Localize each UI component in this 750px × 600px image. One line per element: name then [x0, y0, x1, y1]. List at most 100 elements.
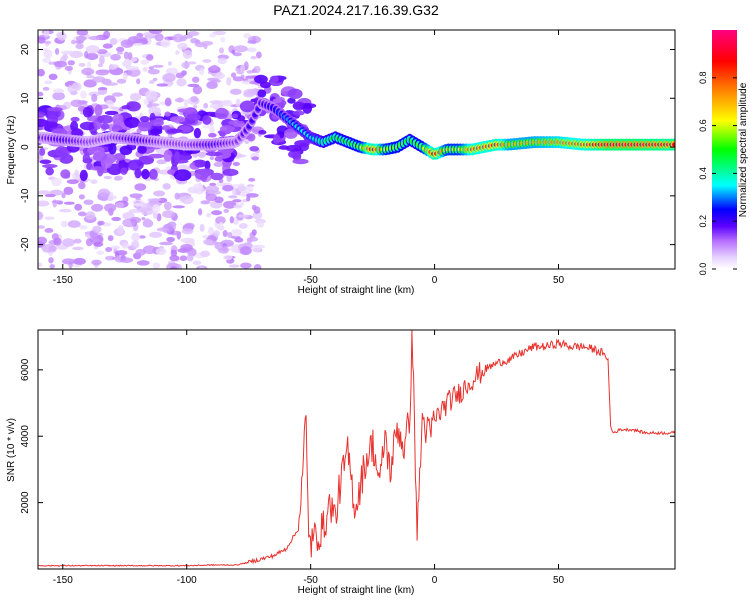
spectrogram-x-axis-label: Height of straight line (km) — [298, 285, 415, 296]
spectrogram-cell — [214, 107, 229, 120]
spectrogram-cell — [42, 57, 52, 63]
spectrogram-cell — [43, 40, 52, 45]
spectrogram-cell — [38, 190, 51, 195]
spectrogram-cell — [142, 245, 157, 255]
spectrogram-cell — [122, 59, 132, 68]
figure-title: PAZ1.2024.217.16.39.G32 — [273, 2, 439, 18]
spectrogram-cell — [97, 63, 103, 68]
spectrogram-cell — [161, 125, 171, 131]
spectrogram-cell — [187, 61, 197, 65]
spectrogram-cell — [232, 161, 240, 167]
y-tick-label: -10 — [20, 188, 31, 203]
spectrogram-cell — [219, 125, 235, 133]
spectrogram-cell — [247, 133, 256, 142]
x-tick-label: -50 — [303, 575, 318, 586]
spectrogram-cell — [198, 266, 205, 269]
spectrogram-cell — [139, 115, 150, 123]
spectrogram-cell — [248, 185, 254, 193]
spectrogram-cell — [175, 50, 180, 55]
spectrogram-cell — [239, 246, 252, 256]
spectrogram-cell — [67, 220, 81, 228]
spectrogram-cell — [269, 75, 279, 83]
spectrogram-cell — [169, 254, 180, 262]
colorbar-tick-label: 0.4 — [698, 167, 708, 180]
spectrogram-cell — [120, 167, 128, 175]
spectrogram-cell — [63, 186, 74, 196]
spectrogram-cell — [90, 166, 106, 171]
spectrogram-cell — [191, 76, 200, 83]
spectrogram-cell — [181, 61, 191, 69]
spectrogram-cell — [137, 145, 147, 154]
colorbar-ticks: 0.0 0.2 0.4 0.6 0.8 — [698, 72, 737, 276]
spectrogram-cell — [209, 126, 215, 135]
spectrogram-cell — [256, 51, 262, 59]
spectrogram-cell — [123, 51, 129, 60]
spectrogram-cell — [110, 106, 120, 110]
snr-y-axis-label: SNR (10 * v/v) — [6, 418, 17, 482]
spectrogram-cell — [138, 37, 148, 42]
spectrogram-cell — [126, 101, 141, 112]
spectrogram-cell — [116, 225, 124, 234]
spectrogram-cell — [147, 68, 160, 75]
spectrogram-cell — [97, 87, 108, 91]
spectrogram-y-axis-label: Frequency (Hz) — [6, 116, 17, 185]
spectrogram-cell — [228, 264, 240, 268]
spectrogram-cell — [254, 74, 268, 84]
spectrogram-cell — [233, 204, 243, 209]
spectrogram-cell — [54, 47, 60, 55]
spectrogram-cell — [246, 70, 254, 74]
spectrogram-cell — [130, 208, 139, 213]
spectrogram-cell — [60, 169, 71, 179]
spectrogram-cell — [209, 103, 219, 109]
spectrogram-cell — [170, 116, 186, 123]
spectrogram-cell — [206, 81, 218, 90]
spectrogram-cell — [186, 253, 194, 262]
colorbar-tick-label: 0.0 — [698, 263, 708, 276]
spectrogram-cell — [61, 50, 75, 55]
spectrogram-cell — [43, 121, 59, 129]
spectrogram-cell — [148, 80, 155, 84]
spectrogram-cell — [141, 217, 146, 221]
spectrogram-cell — [41, 163, 58, 169]
x-tick-label: 0 — [432, 575, 438, 586]
spectrogram-cell — [82, 106, 93, 118]
spectrogram-cell — [83, 199, 94, 205]
spectrogram-cell — [70, 116, 80, 122]
spectrogram-cell — [239, 100, 255, 113]
spectrogram-cell — [44, 80, 53, 85]
spectrogram-cell — [272, 133, 281, 144]
colorbar-tick-label: 0.2 — [698, 215, 708, 228]
spectrogram-cell — [111, 216, 122, 222]
spectrogram-cell — [193, 127, 202, 139]
spectrogram-cell — [138, 235, 146, 239]
spectrogram-cell — [91, 203, 104, 212]
spectrogram-cell — [119, 145, 133, 156]
spectrogram-cell — [93, 241, 104, 247]
spectrogram-cell — [97, 114, 114, 124]
spectrogram-cell — [148, 66, 154, 70]
spectrogram-cell — [240, 262, 252, 269]
spectrogram-cell — [76, 30, 89, 36]
spectrogram-cell — [242, 199, 248, 203]
colorbar-gradient — [712, 30, 737, 269]
spectrogram-cell — [230, 72, 237, 78]
spectrogram-cell — [258, 129, 267, 135]
spectrogram-cell — [38, 111, 46, 118]
spectrogram-cell — [209, 156, 214, 161]
spectrogram-cell — [202, 239, 214, 245]
spectrogram-cell — [124, 116, 140, 128]
spectrogram-cell — [127, 52, 133, 61]
spectrogram-cell — [223, 208, 229, 214]
spectrogram-cell — [247, 40, 257, 44]
spectrogram-cell — [44, 227, 54, 233]
spectrogram-cell — [162, 183, 171, 190]
y-tick-label: 0 — [20, 144, 31, 150]
spectrogram-cell — [227, 232, 233, 238]
spectrogram-cell — [159, 241, 173, 246]
spectrogram-cell — [156, 227, 169, 232]
spectrogram-cell — [79, 169, 88, 182]
spectrogram-cell — [208, 226, 214, 236]
spectrogram-cell — [222, 184, 234, 192]
spectrogram-cell — [193, 183, 204, 190]
x-tick-label: 50 — [553, 575, 565, 586]
